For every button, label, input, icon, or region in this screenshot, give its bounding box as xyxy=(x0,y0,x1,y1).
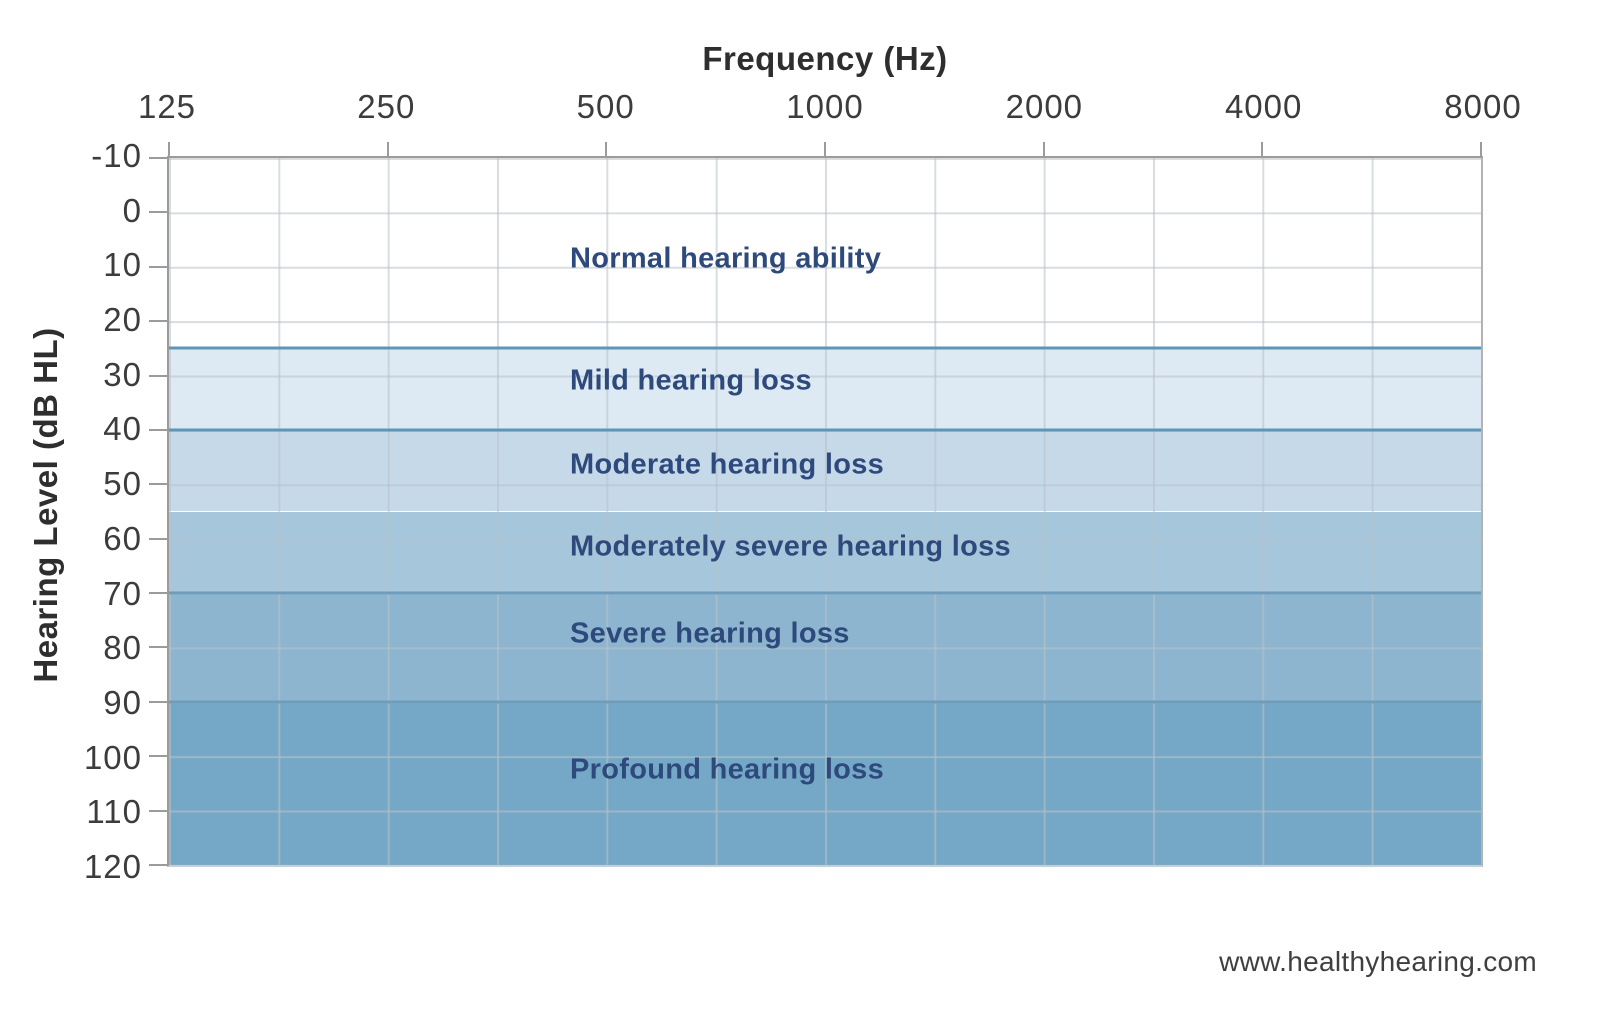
y-tick-70 xyxy=(149,592,169,595)
x-tick-500 xyxy=(605,142,608,158)
y-tick-label-30: 30 xyxy=(103,355,142,393)
y-tick-90 xyxy=(149,700,169,703)
band-label-mild-hearing-loss: Mild hearing loss xyxy=(570,364,812,397)
y-tick-120 xyxy=(149,864,169,866)
gridlines xyxy=(169,158,1481,865)
x-tick-2000 xyxy=(1042,142,1045,158)
y-tick-label-40: 40 xyxy=(103,410,142,448)
y-tick-20 xyxy=(149,320,169,323)
x-tick-125 xyxy=(168,142,170,158)
y-tick-10 xyxy=(149,265,169,268)
x-tick-1000 xyxy=(824,142,826,158)
y-tick-0 xyxy=(149,211,169,214)
x-tick-label-8000: 8000 xyxy=(1444,88,1522,125)
x-tick-label-125: 125 xyxy=(137,88,197,125)
y-tick-60 xyxy=(149,537,169,540)
y-tick-label-0: 0 xyxy=(122,191,142,229)
y-tick-30 xyxy=(149,374,169,377)
x-tick-label-500: 500 xyxy=(576,88,635,125)
y-tick-100 xyxy=(149,755,169,758)
band-label-moderate-hearing-loss: Moderate hearing loss xyxy=(570,448,885,481)
y-tick--10 xyxy=(149,157,169,159)
plot-area: Normal hearing ability Mild hearing loss M… xyxy=(149,142,1483,867)
y-tick-80 xyxy=(149,646,169,649)
source-watermark: www.healthyhearing.com xyxy=(1219,946,1537,977)
band-boundary-mild-hearing-loss xyxy=(169,346,1481,350)
x-tick-label-250: 250 xyxy=(357,88,416,125)
y-tick-label-120: 120 xyxy=(83,848,142,885)
y-tick-label-60: 60 xyxy=(103,519,142,557)
band-label-severe-hearing-loss: Severe hearing loss xyxy=(570,617,850,650)
band-boundary-profound-hearing-loss xyxy=(169,700,1481,704)
x-axis-title: Frequency (Hz) xyxy=(702,40,948,77)
y-tick-label-80: 80 xyxy=(103,629,142,667)
y-tick-label-50: 50 xyxy=(103,465,142,503)
band-label-normal-hearing-ability: Normal hearing ability xyxy=(570,242,882,275)
x-tick-250 xyxy=(386,142,389,158)
band-boundary-moderate-hearing-loss xyxy=(169,428,1481,432)
y-tick-label--10: -10 xyxy=(91,137,142,174)
band-boundary-severe-hearing-loss xyxy=(169,591,1481,595)
y-tick-label-100: 100 xyxy=(83,738,142,776)
y-tick-label-90: 90 xyxy=(103,683,142,721)
band-label-profound-hearing-loss: Profound hearing loss xyxy=(570,753,885,786)
x-tick-label-4000: 4000 xyxy=(1224,88,1303,125)
x-tick-4000 xyxy=(1261,142,1264,158)
y-tick-label-10: 10 xyxy=(103,246,142,284)
band-label-moderately-severe-hearing-loss: Moderately severe hearing loss xyxy=(570,530,1011,563)
x-tick-8000 xyxy=(1480,142,1482,158)
x-tick-label-1000: 1000 xyxy=(786,88,864,125)
y-tick-40 xyxy=(149,428,169,431)
y-tick-label-110: 110 xyxy=(86,793,142,831)
y-tick-label-20: 20 xyxy=(103,301,142,339)
x-tick-label-2000: 2000 xyxy=(1005,88,1084,125)
y-tick-50 xyxy=(149,483,169,486)
y-tick-110 xyxy=(149,809,169,812)
y-tick-label-70: 70 xyxy=(103,574,142,612)
